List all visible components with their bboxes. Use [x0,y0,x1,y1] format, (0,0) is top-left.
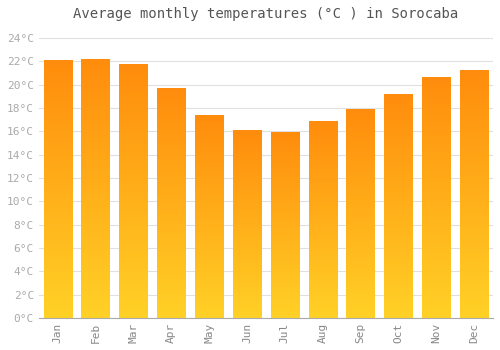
Title: Average monthly temperatures (°C ) in Sorocaba: Average monthly temperatures (°C ) in So… [74,7,458,21]
